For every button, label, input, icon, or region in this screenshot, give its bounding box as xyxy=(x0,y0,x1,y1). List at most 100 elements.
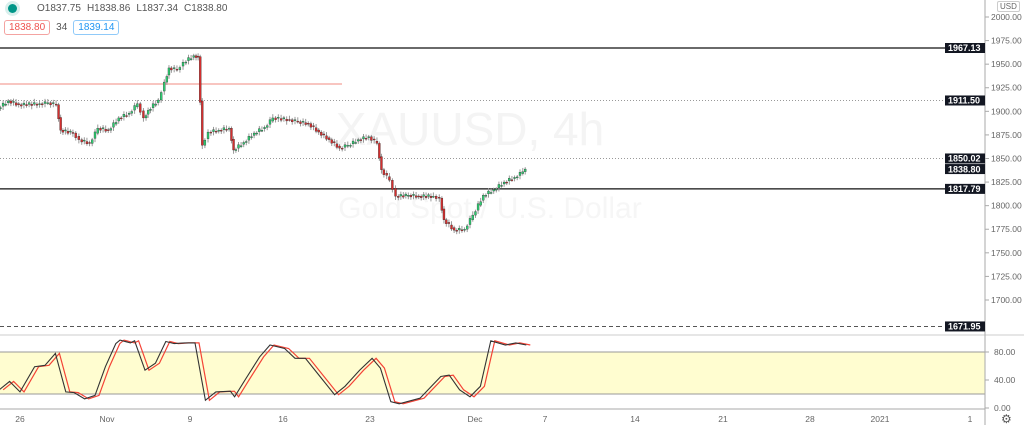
legend-close: C1838.80 xyxy=(184,3,228,14)
candle-up xyxy=(12,101,15,103)
price-level-label-bg xyxy=(945,321,985,332)
candle-up xyxy=(27,102,31,105)
settings-gear-icon[interactable]: ⚙ xyxy=(1001,412,1012,426)
candle-up xyxy=(7,100,10,103)
price-level-label: 1967.13 xyxy=(948,43,981,53)
candle-down xyxy=(288,119,291,121)
candle-up xyxy=(497,184,501,188)
price-tick-label: 1725.00 xyxy=(991,271,1022,281)
candle-up xyxy=(163,81,166,92)
candle-down xyxy=(57,104,60,120)
candle-up xyxy=(22,102,26,105)
candle-down xyxy=(429,196,433,198)
candle-up xyxy=(206,131,210,139)
candle-down xyxy=(438,197,441,199)
candle-up xyxy=(178,67,182,70)
time-tick-label: 28 xyxy=(805,414,815,424)
candle-up xyxy=(187,57,190,61)
candle-down xyxy=(322,133,326,136)
candle-down xyxy=(388,176,391,181)
candle-down xyxy=(80,139,83,143)
candle-up xyxy=(151,103,155,108)
candle-down xyxy=(397,196,400,198)
candle-down xyxy=(414,195,418,198)
candle-up xyxy=(242,142,245,145)
candle-up xyxy=(271,117,274,122)
spread-value: 34 xyxy=(56,22,68,33)
candle-down xyxy=(402,195,405,198)
currency-button[interactable]: USD xyxy=(997,1,1020,12)
candle-up xyxy=(91,139,94,144)
candle-down xyxy=(201,100,204,146)
candle-down xyxy=(139,103,142,113)
stochastic-k-line xyxy=(0,339,527,405)
candle-up xyxy=(513,177,516,179)
price-level-label-bg xyxy=(945,43,985,54)
candle-up xyxy=(502,181,506,185)
time-tick-label: 16 xyxy=(278,414,288,424)
candle-down xyxy=(341,147,344,150)
candle-down xyxy=(175,69,179,71)
candle-down xyxy=(230,128,233,141)
candle-down xyxy=(373,138,376,141)
legend-low: L1837.34 xyxy=(136,3,179,14)
candle-up xyxy=(268,119,272,125)
watermark-symbol: XAUUSD, 4h xyxy=(336,103,604,155)
candle-up xyxy=(255,132,258,135)
candle-down xyxy=(359,139,363,141)
candle-up xyxy=(349,145,352,147)
candle-down xyxy=(409,195,413,198)
candle-down xyxy=(104,129,107,132)
candle-down xyxy=(209,131,213,134)
legend-high: H1838.86 xyxy=(86,3,131,14)
candle-down xyxy=(170,67,173,71)
candle-down xyxy=(385,173,388,176)
time-tick-label: 14 xyxy=(630,414,640,424)
candle-up xyxy=(149,109,152,111)
candle-up xyxy=(181,62,185,67)
candle-down xyxy=(59,117,62,131)
candle-down xyxy=(20,104,23,107)
candle-down xyxy=(61,130,65,133)
candle-up xyxy=(154,103,157,106)
candle-up xyxy=(266,125,269,128)
price-level-label-bg xyxy=(945,153,985,164)
candle-down xyxy=(424,196,428,198)
candle-up xyxy=(354,142,357,144)
candle-up xyxy=(1,102,5,107)
candle-up xyxy=(492,189,495,192)
candle-down xyxy=(25,104,28,106)
price-tick-label: 1750.00 xyxy=(991,248,1022,258)
candle-up xyxy=(474,211,477,216)
candle-up xyxy=(487,190,490,195)
candle-down xyxy=(199,56,202,103)
candle-up xyxy=(167,67,171,76)
buy-button[interactable]: 1839.14 xyxy=(73,20,120,35)
candle-up xyxy=(524,168,527,172)
candle-down xyxy=(320,131,323,136)
candle-up xyxy=(301,121,305,123)
candle-up xyxy=(258,128,261,132)
candle-up xyxy=(476,203,480,211)
candle-up xyxy=(518,172,522,176)
price-tick-label: 1950.00 xyxy=(991,59,1022,69)
candle-up xyxy=(133,105,136,111)
price-tick-label: 1775.00 xyxy=(991,224,1022,234)
price-tick-label: 1925.00 xyxy=(991,83,1022,93)
candle-up xyxy=(263,127,266,129)
candle-up xyxy=(422,194,425,197)
sell-button[interactable]: 1838.80 xyxy=(4,20,51,35)
candle-up xyxy=(0,107,2,109)
candle-down xyxy=(460,229,464,232)
price-tick-label: 1825.00 xyxy=(991,177,1022,187)
candle-up xyxy=(146,110,150,115)
candle-up xyxy=(136,103,139,108)
candle-up xyxy=(157,99,160,103)
candle-down xyxy=(309,123,313,128)
candle-up xyxy=(173,67,176,69)
price-level-label: 1911.50 xyxy=(948,96,980,106)
candle-up xyxy=(495,189,498,191)
candle-down xyxy=(375,141,379,144)
candle-up xyxy=(260,130,264,132)
